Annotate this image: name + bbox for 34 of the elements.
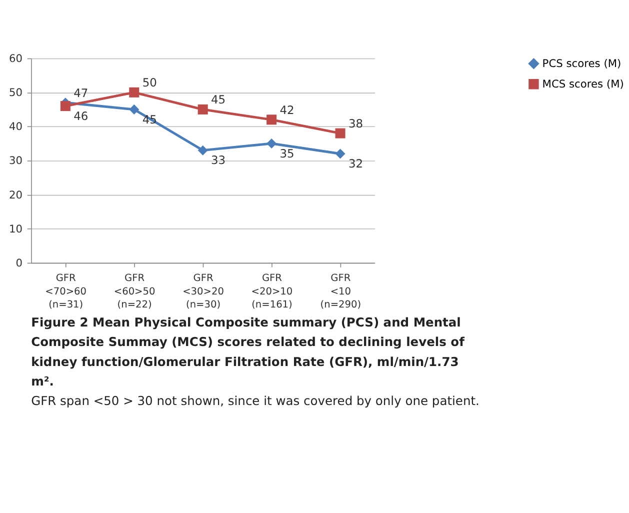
point bbox=[266, 138, 277, 149]
data-label: 32 bbox=[348, 156, 364, 171]
point bbox=[335, 128, 346, 138]
point bbox=[335, 148, 346, 159]
data-label: 50 bbox=[142, 76, 157, 90]
data-label: 33 bbox=[211, 153, 226, 168]
data-label: 35 bbox=[280, 146, 294, 160]
data-label: 42 bbox=[280, 102, 294, 117]
point bbox=[198, 104, 208, 114]
y-tick-label: 20 bbox=[8, 188, 23, 202]
x-tick-label: GFR <60>50 (n=22) bbox=[114, 273, 156, 310]
caption: Figure 2 Mean Physical Composite summary (PCS) and Mental Composite Summay (MCS) scores related to declining levels of kidney function/Glomerular Filtration Rate (GFR), ml/min/1.73 m². bbox=[31, 316, 466, 388]
text: GFR span <50 > 30 not shown, since it was covered by only one patient. bbox=[31, 394, 480, 408]
data-label: 38 bbox=[348, 116, 364, 131]
y-tick-label: 40 bbox=[8, 120, 23, 134]
y-tick-label: 60 bbox=[8, 52, 23, 66]
x-tick-label: GFR <10 (n=290) bbox=[320, 273, 362, 310]
x-tick-label: GFR <70>60 (n=31) bbox=[45, 273, 87, 310]
point bbox=[60, 101, 70, 112]
y-tick-label: 50 bbox=[8, 86, 23, 100]
point bbox=[129, 87, 140, 98]
point bbox=[129, 104, 140, 114]
x-tick-label: GFR <30>20 (n=30) bbox=[182, 273, 224, 310]
x-tick-label: GFR <20>10 (n=161) bbox=[251, 273, 293, 310]
point bbox=[198, 145, 208, 156]
legend-label: MCS scores (M) bbox=[542, 77, 624, 90]
data-label: 46 bbox=[74, 108, 88, 123]
data-label: 47 bbox=[74, 86, 88, 100]
y-tick-label: 10 bbox=[8, 222, 23, 236]
y-tick-label: 30 bbox=[8, 154, 23, 168]
y-tick-label: 0 bbox=[16, 256, 23, 270]
data-label: 45 bbox=[211, 92, 226, 107]
point bbox=[266, 114, 277, 125]
legend-label: PCS scores (M) bbox=[542, 56, 622, 70]
